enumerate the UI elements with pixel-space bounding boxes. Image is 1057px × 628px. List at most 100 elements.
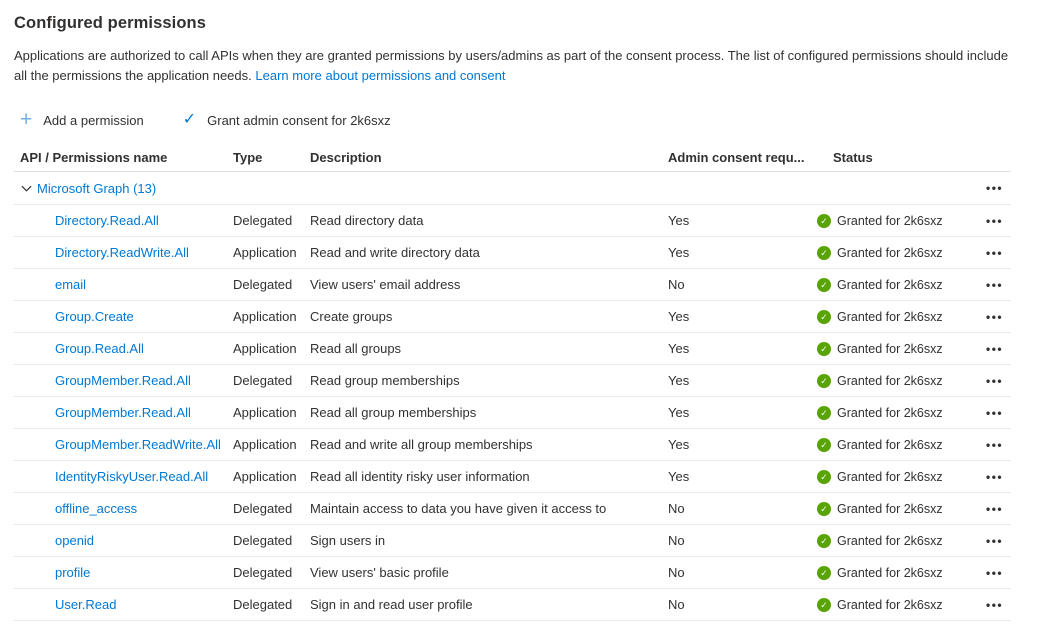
more-options-icon[interactable]: •••	[986, 501, 1004, 516]
permission-name-link[interactable]: Directory.ReadWrite.All	[55, 245, 189, 260]
table-row: Directory.ReadWrite.All Application Read…	[14, 237, 1011, 269]
table-row: GroupMember.Read.All Delegated Read grou…	[14, 365, 1011, 397]
permission-name-link[interactable]: GroupMember.ReadWrite.All	[55, 437, 221, 452]
granted-check-icon: ✓	[817, 501, 831, 516]
column-header-description: Description	[310, 150, 382, 165]
permission-name-link[interactable]: openid	[55, 533, 95, 548]
grant-admin-consent-label: Grant admin consent for 2k6sxz	[207, 112, 391, 128]
chevron-down-icon[interactable]	[19, 181, 33, 195]
permission-type: Application	[233, 245, 297, 260]
more-options-icon[interactable]: •••	[986, 277, 1004, 292]
permission-type: Delegated	[233, 213, 293, 228]
table-row: Group.Read.All Application Read all grou…	[14, 333, 1011, 365]
permission-type: Delegated	[233, 501, 293, 516]
granted-check-icon: ✓	[817, 277, 831, 292]
plus-icon: +	[20, 108, 33, 131]
microsoft-graph-link[interactable]: Microsoft Graph (13)	[37, 180, 157, 196]
table-row: Directory.Read.All Delegated Read direct…	[14, 205, 1011, 237]
status-text: Granted for 2k6sxz	[837, 277, 943, 292]
more-options-icon[interactable]: •••	[986, 533, 1004, 548]
more-options-icon[interactable]: •••	[986, 469, 1004, 484]
status-text: Granted for 2k6sxz	[837, 533, 943, 548]
add-permission-label: Add a permission	[43, 112, 144, 128]
more-options-icon[interactable]: •••	[986, 309, 1004, 324]
granted-check-icon: ✓	[817, 565, 831, 580]
more-options-icon[interactable]: •••	[986, 405, 1004, 420]
admin-consent-required-value: No	[668, 277, 685, 292]
admin-consent-required-value: Yes	[668, 437, 690, 452]
permission-name-link[interactable]: GroupMember.Read.All	[55, 405, 191, 420]
permission-type: Delegated	[233, 533, 293, 548]
more-options-icon[interactable]: •••	[986, 437, 1004, 452]
admin-consent-required-value: Yes	[668, 245, 690, 260]
permission-type: Delegated	[233, 597, 293, 612]
granted-check-icon: ✓	[817, 469, 831, 484]
permission-description: Sign in and read user profile	[310, 597, 473, 612]
granted-check-icon: ✓	[817, 245, 831, 260]
admin-consent-required-value: No	[668, 565, 685, 580]
more-options-icon[interactable]: •••	[986, 341, 1004, 356]
permission-type: Application	[233, 309, 297, 324]
table-body: Directory.Read.All Delegated Read direct…	[14, 205, 1011, 621]
status-text: Granted for 2k6sxz	[837, 245, 943, 260]
permission-name-link[interactable]: email	[55, 277, 87, 292]
permission-type: Delegated	[233, 565, 293, 580]
more-options-icon[interactable]: •••	[986, 213, 1004, 228]
status-text: Granted for 2k6sxz	[837, 501, 943, 516]
column-header-type: Type	[233, 150, 263, 165]
permission-description: View users' basic profile	[310, 565, 449, 580]
add-permission-button[interactable]: + Add a permission	[14, 108, 150, 132]
status-badge: ✓ Granted for 2k6sxz	[815, 309, 986, 324]
permission-description: View users' email address	[310, 277, 461, 292]
status-badge: ✓ Granted for 2k6sxz	[815, 501, 986, 516]
status-badge: ✓ Granted for 2k6sxz	[815, 565, 986, 580]
permission-name-link[interactable]: Directory.Read.All	[55, 213, 159, 228]
admin-consent-required-value: Yes	[668, 405, 690, 420]
admin-consent-required-value: Yes	[668, 373, 690, 388]
status-text: Granted for 2k6sxz	[837, 213, 943, 228]
admin-consent-required-value: Yes	[668, 309, 690, 324]
permission-name-link[interactable]: Group.Create	[55, 309, 134, 324]
learn-more-link[interactable]: Learn more about permissions and consent	[255, 68, 506, 83]
permission-name-link[interactable]: IdentityRiskyUser.Read.All	[55, 469, 209, 484]
status-text: Granted for 2k6sxz	[837, 597, 943, 612]
permission-description: Read and write directory data	[310, 245, 480, 260]
status-badge: ✓ Granted for 2k6sxz	[815, 277, 986, 292]
admin-consent-required-value: Yes	[668, 469, 690, 484]
status-badge: ✓ Granted for 2k6sxz	[815, 373, 986, 388]
permission-name-link[interactable]: User.Read	[55, 597, 117, 612]
table-row: GroupMember.Read.All Application Read al…	[14, 397, 1011, 429]
granted-check-icon: ✓	[817, 405, 831, 420]
permission-name-link[interactable]: GroupMember.Read.All	[55, 373, 191, 388]
permission-description: Read and write all group memberships	[310, 437, 533, 452]
status-badge: ✓ Granted for 2k6sxz	[815, 469, 986, 484]
status-text: Granted for 2k6sxz	[837, 437, 943, 452]
more-options-icon[interactable]: •••	[986, 181, 1004, 195]
granted-check-icon: ✓	[817, 341, 831, 356]
permission-description: Create groups	[310, 309, 393, 324]
grant-admin-consent-button[interactable]: ✓ Grant admin consent for 2k6sxz	[177, 108, 397, 132]
more-options-icon[interactable]: •••	[986, 245, 1004, 260]
more-options-icon[interactable]: •••	[986, 565, 1004, 580]
admin-consent-required-value: No	[668, 597, 685, 612]
column-header-name: API / Permissions name	[20, 150, 168, 165]
permission-name-link[interactable]: offline_access	[55, 501, 138, 516]
permission-description: Maintain access to data you have given i…	[310, 501, 607, 516]
status-badge: ✓ Granted for 2k6sxz	[815, 437, 986, 452]
status-badge: ✓ Granted for 2k6sxz	[815, 213, 986, 228]
permission-name-link[interactable]: profile	[55, 565, 91, 580]
granted-check-icon: ✓	[817, 597, 831, 612]
status-text: Granted for 2k6sxz	[837, 405, 943, 420]
granted-check-icon: ✓	[817, 373, 831, 388]
more-options-icon[interactable]: •••	[986, 373, 1004, 388]
more-options-icon[interactable]: •••	[986, 597, 1004, 612]
status-badge: ✓ Granted for 2k6sxz	[815, 597, 986, 612]
table-row: User.Read Delegated Sign in and read use…	[14, 589, 1011, 621]
permissions-description: Applications are authorized to call APIs…	[14, 46, 1016, 86]
permissions-table: API / Permissions name Type Description …	[14, 144, 1011, 621]
permission-name-link[interactable]: Group.Read.All	[55, 341, 144, 356]
admin-consent-required-value: Yes	[668, 341, 690, 356]
status-badge: ✓ Granted for 2k6sxz	[815, 405, 986, 420]
permission-description: Read all identity risky user information	[310, 469, 530, 484]
admin-consent-required-value: Yes	[668, 213, 690, 228]
